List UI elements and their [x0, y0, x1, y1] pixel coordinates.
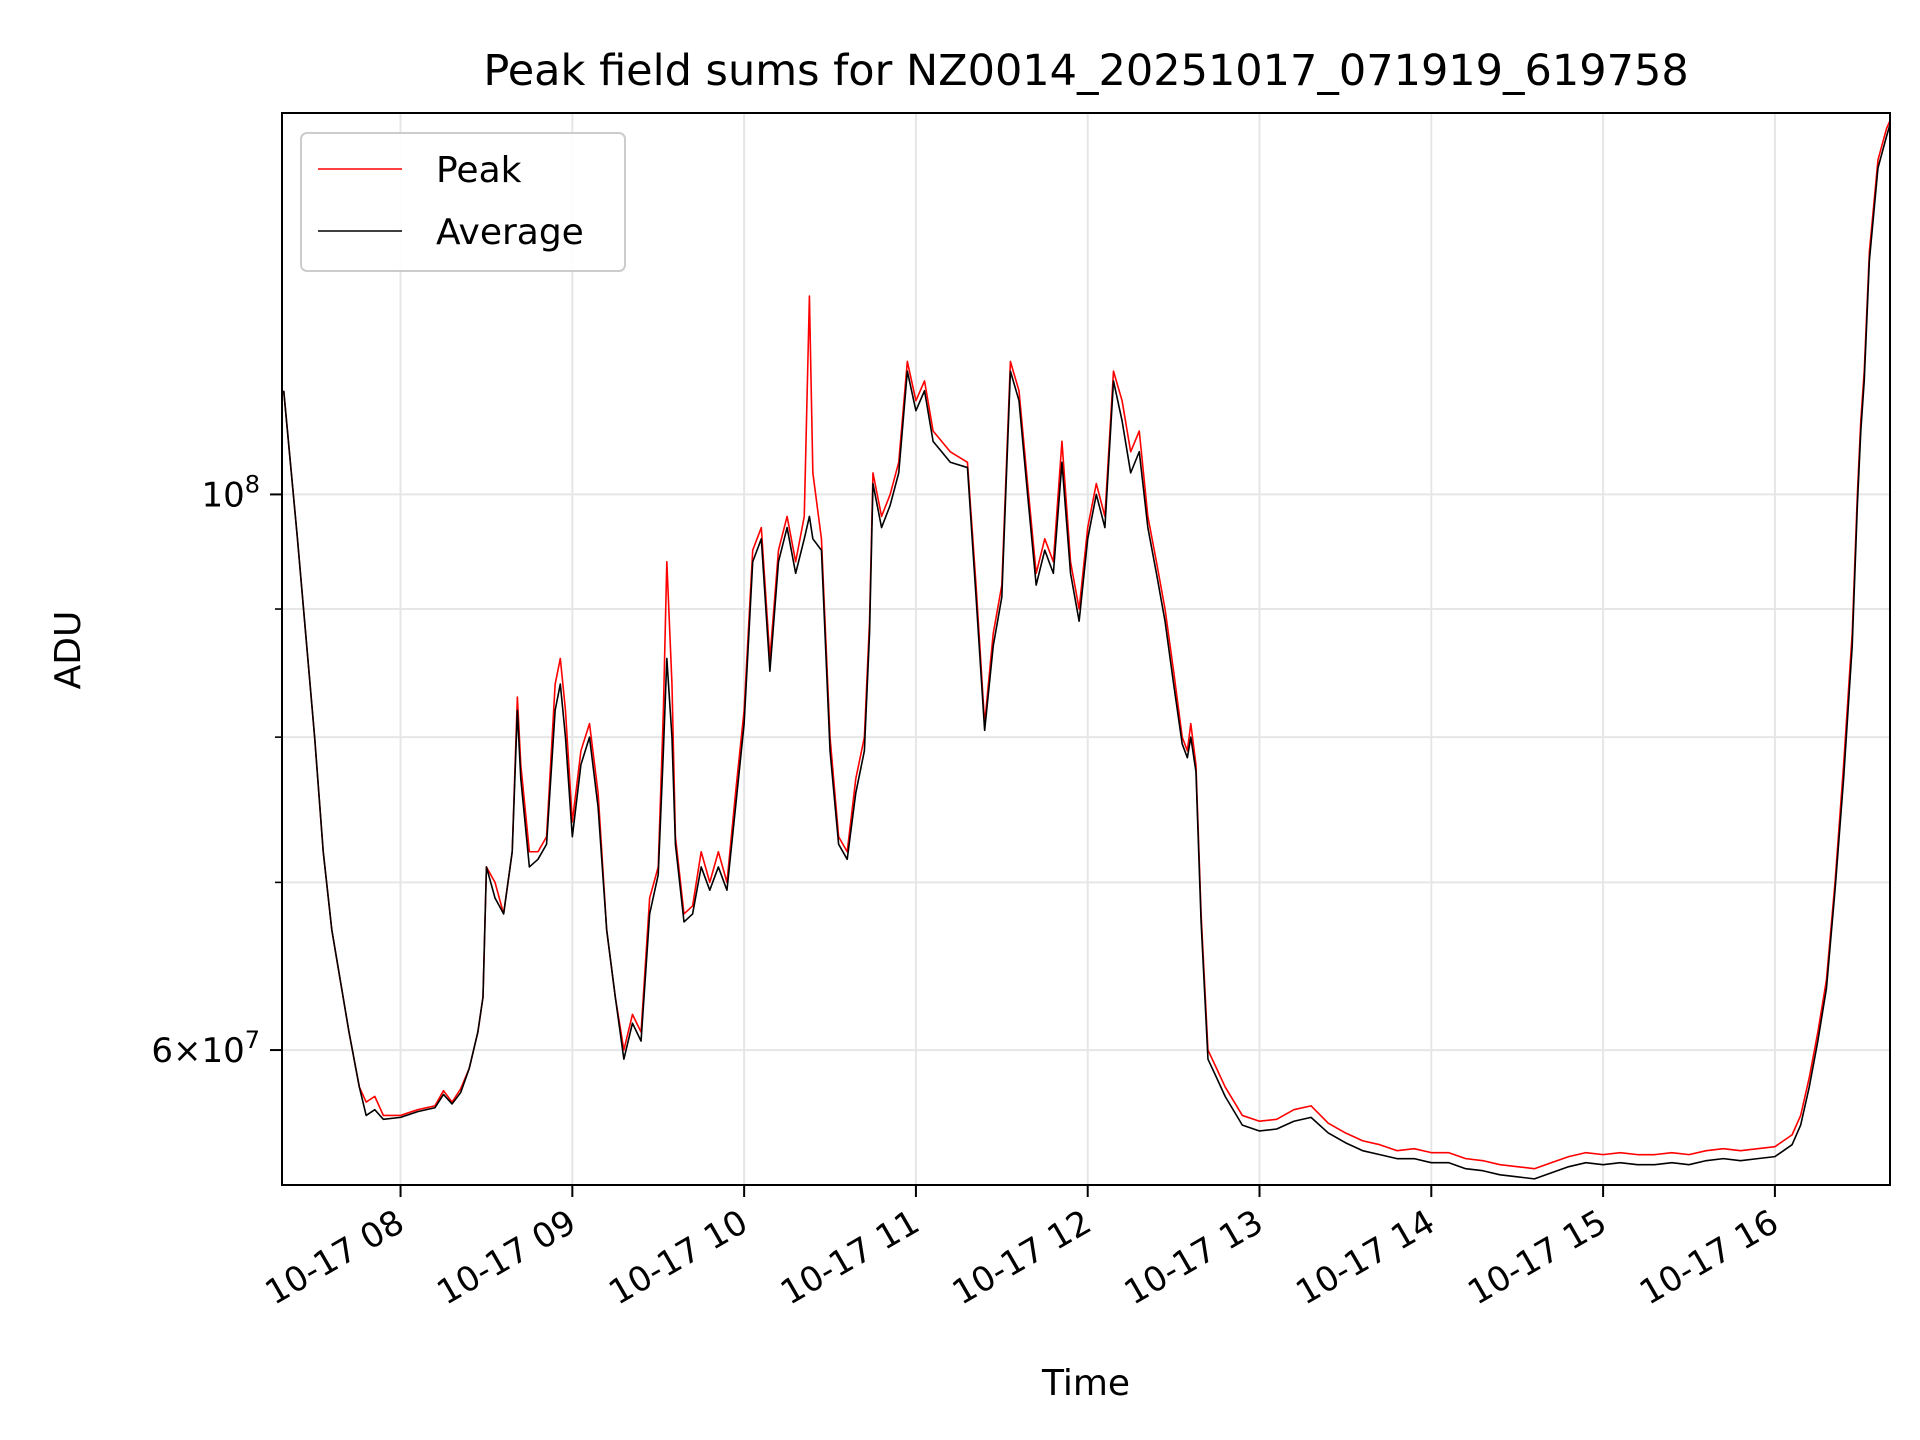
- legend-box: [300, 132, 626, 272]
- legend: Peak Average: [300, 132, 626, 272]
- series-line-average: [282, 124, 1891, 1180]
- y-tick-label: 108: [201, 470, 260, 515]
- legend-label-peak: Peak: [436, 150, 522, 191]
- x-axis-label: Time: [1041, 1363, 1130, 1404]
- x-tick-label: 10-17 10: [602, 1202, 754, 1313]
- grid: [282, 113, 1890, 1185]
- x-tick-label: 10-17 13: [1118, 1202, 1270, 1313]
- y-axis: 6×107 108: [151, 470, 282, 1071]
- chart-title: Peak field sums for NZ0014_20251017_0719…: [483, 46, 1688, 96]
- x-tick-label: 10-17 16: [1633, 1202, 1785, 1313]
- series-line-peak: [282, 120, 1891, 1170]
- plot-area: [282, 120, 1891, 1180]
- x-tick-label: 10-17 08: [259, 1202, 411, 1313]
- x-tick-label: 10-17 14: [1289, 1202, 1441, 1313]
- x-tick-label: 10-17 12: [946, 1202, 1098, 1313]
- axes-frame: [281, 112, 1891, 1186]
- legend-label-average: Average: [436, 212, 584, 253]
- x-tick-label: 10-17 11: [774, 1202, 926, 1313]
- x-tick-label: 10-17 09: [430, 1202, 582, 1313]
- y-axis-label: ADU: [48, 611, 89, 690]
- x-tick-label: 10-17 15: [1461, 1202, 1613, 1313]
- y-tick-label: 6×107: [151, 1026, 260, 1071]
- x-axis: 10-17 08 10-17 09 10-17 10 10-17 11 10-17 12…: [259, 1185, 1785, 1313]
